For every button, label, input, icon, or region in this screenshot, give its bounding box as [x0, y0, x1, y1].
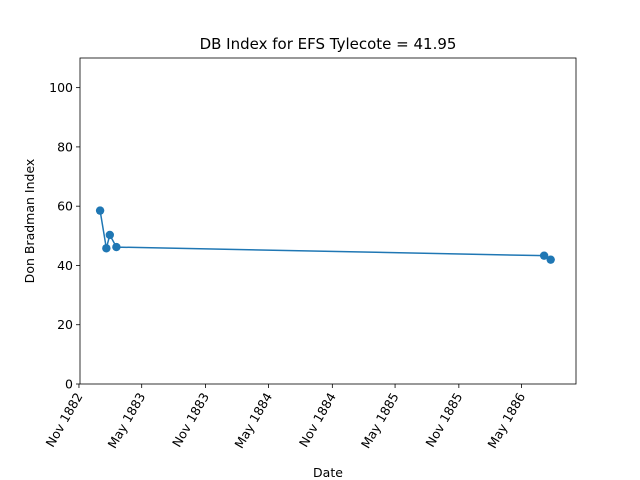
y-tick-label: 40 [57, 258, 73, 273]
y-tick-label: 20 [57, 317, 73, 332]
y-axis-label: Don Bradman Index [22, 159, 37, 284]
y-axis-ticks: 0 20 40 60 80 100 [49, 80, 80, 392]
plot-frame [79, 57, 577, 385]
x-axis-label: Date [313, 465, 343, 480]
plot-area [80, 58, 576, 384]
chart-title: DB Index for EFS Tylecote = 41.95 [200, 35, 457, 53]
data-point [105, 230, 115, 240]
x-tick-label: Nov 1883 [169, 390, 212, 450]
y-tick-label: 80 [57, 139, 73, 154]
data-point [546, 255, 555, 264]
data-point [95, 206, 105, 215]
axes-spines [79, 57, 577, 385]
data-point [102, 244, 111, 253]
data-point [539, 251, 549, 260]
x-tick-label: May 1886 [484, 390, 528, 451]
y-tick-label: 60 [57, 199, 73, 214]
x-tick-label: Nov 1884 [296, 390, 339, 450]
data-point [112, 242, 121, 252]
y-tick-label: 100 [49, 80, 73, 95]
x-tick-label: May 1885 [358, 390, 402, 451]
x-tick-label: Nov 1885 [422, 390, 465, 450]
x-tick-label: May 1883 [104, 390, 148, 451]
y-tick-label: 0 [65, 377, 73, 392]
x-tick-label: May 1884 [231, 390, 275, 451]
x-axis-ticks: Nov 1882 May 1883 Nov 1883 May 1884 Nov 1884… [42, 384, 528, 451]
x-tick-label: Nov 1882 [42, 390, 85, 450]
series-layer [95, 206, 555, 264]
